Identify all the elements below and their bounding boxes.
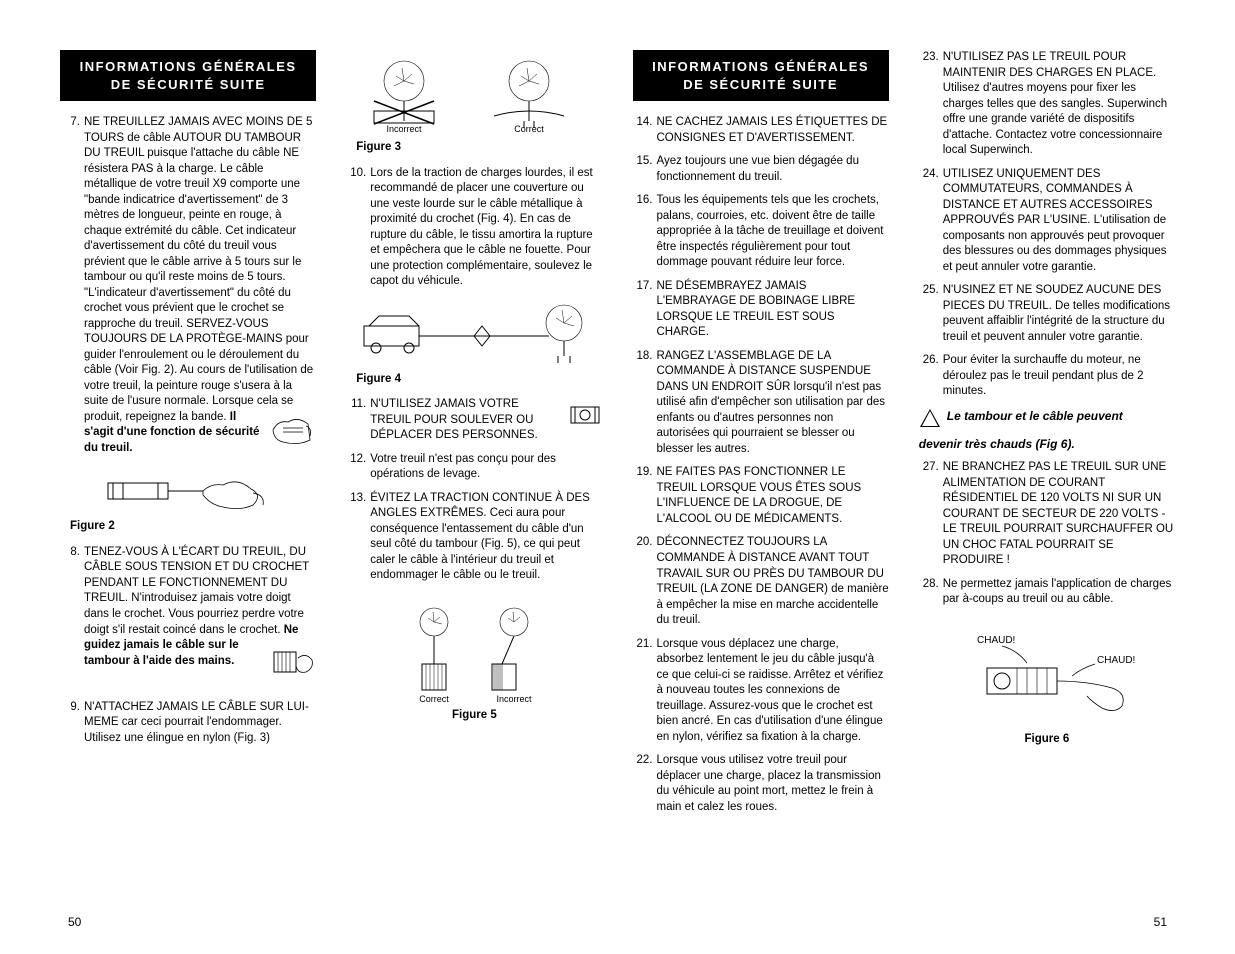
warning-triangle-icon <box>919 408 941 428</box>
figure-5-box: Correct Incorrect <box>346 604 602 704</box>
drum-hand-icon <box>268 638 316 686</box>
header-box-2: INFORMATIONS GÉNÉRALES DE SÉCURITÉ SUITE <box>633 50 889 101</box>
item-number: 13. <box>346 491 370 584</box>
figure-3-icon: Incorrect Correct <box>354 56 594 136</box>
column-3: INFORMATIONS GÉNÉRALES DE SÉCURITÉ SUITE… <box>633 50 889 924</box>
item-27: 27.NE BRANCHEZ PAS LE TREUIL SUR UNE ALI… <box>919 460 1175 569</box>
item-7: 7. NE TREUILLEZ JAMAIS AVEC MOINS DE 5 T… <box>60 115 316 457</box>
item-text: N'ATTACHEZ JAMAIS LE CÂBLE SUR LUI-MEME … <box>84 700 316 747</box>
chaud-label-2: CHAUD! <box>1097 655 1135 666</box>
chaud-label-1: CHAUD! <box>977 635 1015 646</box>
page-number-left: 50 <box>68 914 81 930</box>
figure-2-box <box>60 465 316 515</box>
item-26: 26.Pour éviter la surchauffe du moteur, … <box>919 353 1175 400</box>
figure-2-caption: Figure 2 <box>60 519 316 535</box>
figure-3-box: Incorrect Correct <box>346 56 602 136</box>
item-23: 23.N'UTILISEZ PAS LE TREUIL POUR MAINTEN… <box>919 50 1175 159</box>
item-number: 9. <box>60 700 84 747</box>
warning-text-1: Le tambour et le câble peuvent <box>947 408 1123 428</box>
item-text: N'UTILISEZ JAMAIS VOTRE TREUIL POUR SOUL… <box>370 397 602 444</box>
item-24: 24.UTILISEZ UNIQUEMENT DES COMMUTATEURS,… <box>919 167 1175 276</box>
item-21: 21.Lorsque vous déplacez une charge, abs… <box>633 637 889 746</box>
figure-4-box <box>346 298 602 368</box>
column-1: INFORMATIONS GÉNÉRALES DE SÉCURITÉ SUITE… <box>60 50 316 924</box>
item-15: 15.Ayez toujours une vue bien dégagée du… <box>633 154 889 185</box>
correct-label: Correct <box>515 124 545 134</box>
item-text: NE TREUILLEZ JAMAIS AVEC MOINS DE 5 TOUR… <box>84 115 316 457</box>
figure-4-icon <box>354 298 594 368</box>
hand-strap-icon <box>268 410 316 452</box>
item-number: 12. <box>346 452 370 483</box>
column-4: 23.N'UTILISEZ PAS LE TREUIL POUR MAINTEN… <box>919 50 1175 924</box>
item-number: 10. <box>346 166 370 290</box>
item-8: 8. TENEZ-VOUS À L'ÉCART DU TREUIL, DU CÂ… <box>60 545 316 692</box>
item-9: 9. N'ATTACHEZ JAMAIS LE CÂBLE SUR LUI-ME… <box>60 700 316 747</box>
item-text: Votre treuil n'est pas conçu pour des op… <box>370 452 602 483</box>
item-16: 16.Tous les équipements tels que les cro… <box>633 193 889 271</box>
item-28: 28.Ne permettez jamais l'application de … <box>919 577 1175 608</box>
page-number-right: 51 <box>1154 914 1167 930</box>
figure-6-caption: Figure 6 <box>919 732 1175 748</box>
item-number: 7. <box>60 115 84 457</box>
item-number: 8. <box>60 545 84 692</box>
warning-block: Le tambour et le câble peuvent <box>919 408 1175 428</box>
item-text: Lors de la traction de charges lourdes, … <box>370 166 602 290</box>
item-25: 25.N'USINEZ ET NE SOUDEZ AUCUNE DES PIEC… <box>919 283 1175 345</box>
winch-small-icon <box>567 397 603 433</box>
figure-4-caption: Figure 4 <box>346 372 602 388</box>
figure-5-icon: Correct Incorrect <box>384 604 564 704</box>
item-text: TENEZ-VOUS À L'ÉCART DU TREUIL, DU CÂBLE… <box>84 545 316 692</box>
item-number: 11. <box>346 397 370 444</box>
item-17: 17.NE DÉSEMBRAYEZ JAMAIS L'EMBRAYAGE DE … <box>633 279 889 341</box>
incorrect-label: Incorrect <box>387 124 423 134</box>
item-13: 13. ÉVITEZ LA TRACTION CONTINUE À DES AN… <box>346 491 602 584</box>
figure-6-box: CHAUD! CHAUD! <box>919 628 1175 728</box>
item-text: ÉVITEZ LA TRACTION CONTINUE À DES ANGLES… <box>370 491 602 584</box>
figure-3-caption: Figure 3 <box>346 140 602 156</box>
item-14: 14.NE CACHEZ JAMAIS LES ÉTIQUETTES DE CO… <box>633 115 889 146</box>
figure-2-icon <box>103 465 273 515</box>
item-19: 19.NE FAITES PAS FONCTIONNER LE TREUIL L… <box>633 465 889 527</box>
item-10: 10. Lors de la traction de charges lourd… <box>346 166 602 290</box>
correct-label: Correct <box>420 694 450 704</box>
figure-6-icon: CHAUD! CHAUD! <box>947 628 1147 728</box>
item-22: 22.Lorsque vous utilisez votre treuil po… <box>633 753 889 815</box>
incorrect-label: Incorrect <box>497 694 533 704</box>
warning-text-2: devenir très chauds (Fig 6). <box>919 436 1175 452</box>
header-box-1: INFORMATIONS GÉNÉRALES DE SÉCURITÉ SUITE <box>60 50 316 101</box>
figure-5-caption: Figure 5 <box>346 708 602 724</box>
item-18: 18.RANGEZ L'ASSEMBLAGE DE LA COMMANDE À … <box>633 349 889 458</box>
item-12: 12. Votre treuil n'est pas conçu pour de… <box>346 452 602 483</box>
item-11: 11. N'UTILISEZ JAMAIS VOTRE TREUIL POUR … <box>346 397 602 444</box>
page-container: INFORMATIONS GÉNÉRALES DE SÉCURITÉ SUITE… <box>60 50 1175 924</box>
column-2: Incorrect Correct Figure 3 10. Lors de l… <box>346 50 602 924</box>
item-20: 20.DÉCONNECTEZ TOUJOURS LA COMMANDE À DI… <box>633 535 889 628</box>
